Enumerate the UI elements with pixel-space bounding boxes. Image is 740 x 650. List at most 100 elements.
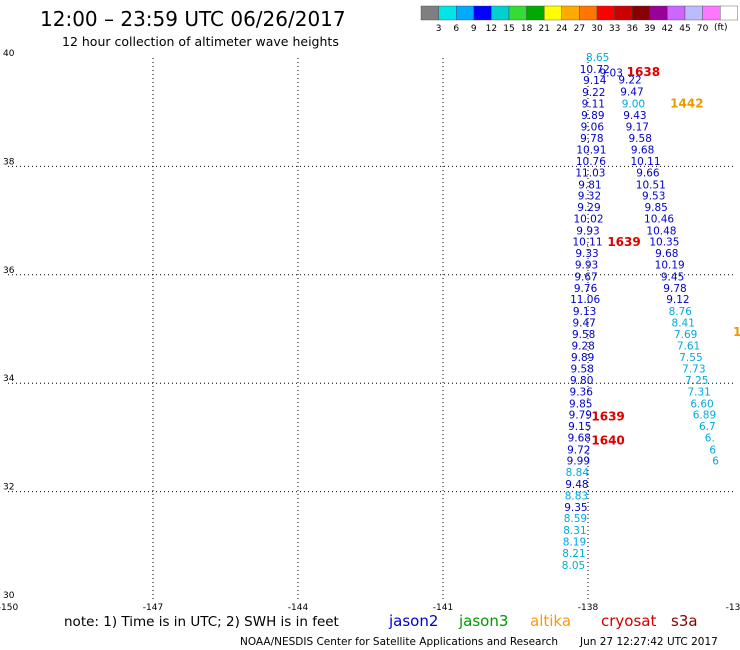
colorbar-swatch: [438, 5, 457, 21]
colorbar-tick-label: 39: [644, 24, 656, 34]
mission-legend: jason2 jason3 altika cryosat s3a: [388, 612, 698, 630]
swh-value: 9.12: [666, 294, 689, 306]
swh-value: 9.68: [655, 248, 678, 260]
mission-label-s3a: s3a: [671, 612, 698, 630]
pass-time-label: 1638: [627, 65, 660, 79]
swh-value: 9.58: [629, 133, 652, 145]
swh-value: 8.31: [563, 525, 586, 537]
swh-value: 10.11: [572, 237, 602, 249]
swh-value: 11.06: [570, 294, 600, 306]
swh-value: 10.51: [636, 179, 666, 191]
mission-label-cryosat: cryosat: [601, 612, 656, 630]
swh-value: 10.19: [655, 260, 685, 272]
colorbar-swatch: [614, 5, 633, 21]
swh-value: 9.76: [574, 283, 598, 295]
pass-time-label: 1442: [670, 96, 703, 110]
swh-value: 9.22: [582, 87, 605, 99]
colorbar-swatch: [720, 5, 739, 21]
y-tick-label: 40: [3, 49, 15, 59]
swh-value: 7.55: [679, 352, 702, 364]
x-tick-label: -144: [288, 603, 309, 613]
colorbar-tick-label: 27: [574, 24, 585, 34]
pass-time-label: 1640: [591, 434, 624, 448]
swh-value: 9.68: [568, 432, 591, 444]
swh-value: 9.58: [571, 364, 594, 376]
swh-value: 9.11: [582, 99, 605, 111]
swh-value: 9.43: [623, 110, 646, 122]
swh-value: 6.: [705, 432, 715, 444]
swh-value: 8.83: [565, 490, 588, 502]
swh-value: 9.45: [661, 271, 684, 283]
y-tick-label: 30: [3, 591, 15, 601]
colorbar-swatch: [526, 5, 545, 21]
colorbar-tick-label: 42: [662, 24, 673, 34]
colorbar-tick-label: 36: [626, 24, 638, 34]
swh-value: 10.91: [576, 145, 606, 157]
swh-value: 9.32: [578, 191, 601, 203]
swh-value: 8.05: [562, 560, 585, 572]
y-tick-label: 36: [3, 266, 15, 276]
footer-note: note: 1) Time is in UTC; 2) SWH is in fe…: [64, 614, 339, 630]
chart-title: 12:00 – 23:59 UTC 06/26/2017: [40, 7, 346, 31]
swh-value: 10.46: [644, 213, 674, 225]
swh-value: 9.03: [600, 68, 623, 80]
swh-value: 10.72: [580, 64, 610, 76]
colorbar-swatch: [702, 5, 721, 21]
swh-value: 8.19: [563, 536, 586, 548]
y-tick-label: 34: [3, 374, 15, 384]
mission-label-altika: altika: [530, 612, 571, 630]
swh-value: 9.81: [578, 179, 601, 191]
swh-value: 9.66: [636, 167, 660, 179]
colorbar-tick-label: 21: [538, 24, 549, 34]
colorbar-swatch: [596, 5, 615, 21]
colorbar-swatch: [544, 5, 563, 21]
swh-value: 9.00: [622, 99, 645, 111]
colorbar-tick-label: 15: [503, 24, 514, 34]
x-tick-label: -141: [433, 603, 453, 613]
colorbar-tick-label: 33: [609, 24, 620, 34]
swh-value: 9.36: [570, 386, 594, 398]
swh-value: 9.35: [564, 502, 587, 514]
swh-value: 7.61: [677, 340, 700, 352]
swh-value: 10.02: [573, 213, 603, 225]
y-tick-label: 38: [3, 157, 15, 167]
swh-value: 9.78: [663, 283, 686, 295]
pass-time-label: 144: [733, 325, 740, 339]
mission-label-jason2: jason2: [388, 612, 438, 630]
footer-timestamp: Jun 27 12:27:42 UTC 2017: [579, 636, 718, 648]
colorbar-tick-label: 24: [556, 24, 568, 34]
swh-value: 9.58: [572, 329, 595, 341]
swh-value: 7.25: [685, 375, 708, 387]
swh-value: 9.48: [565, 479, 588, 491]
x-tick-label: -150: [0, 603, 18, 613]
swh-value: 8.65: [586, 52, 609, 64]
swh-value: 7.69: [674, 329, 697, 341]
swh-value: 9.06: [581, 121, 605, 133]
footer-credit: NOAA/NESDIS Center for Satellite Applica…: [240, 636, 558, 648]
swh-value: 8.76: [669, 306, 693, 318]
swh-value: 9.89: [571, 352, 594, 364]
swh-value: 9.68: [631, 145, 654, 157]
colorbar-swatch: [491, 5, 510, 21]
swh-value: 9.47: [572, 317, 595, 329]
colorbar-unit: (ft): [714, 23, 728, 33]
colorbar-tick-label: 3: [436, 24, 442, 34]
swh-value: 8.84: [566, 467, 590, 479]
pass-time-labels: 1638 1442 1639 144 1639 1640: [591, 65, 740, 448]
colorbar-tick-label: 6: [453, 24, 459, 34]
colorbar-swatch: [473, 5, 492, 21]
x-tick-label: -147: [143, 603, 163, 613]
swh-value: 9.93: [575, 260, 598, 272]
swh-value: 9.80: [570, 375, 593, 387]
colorbar-tick-label: 30: [591, 24, 603, 34]
swh-value: 9.17: [626, 121, 649, 133]
colorbar-swatch: [649, 5, 668, 21]
colorbar-swatch: [667, 5, 686, 21]
colorbar-swatch: [456, 5, 475, 21]
pass-time-label: 1639: [607, 235, 640, 249]
x-tick-label: -13: [726, 603, 740, 613]
swh-value: 9.85: [569, 398, 592, 410]
colorbar-tick-label: 45: [679, 24, 690, 34]
colorbar-tick-label: 9: [471, 24, 477, 34]
colorbar-swatch: [579, 5, 598, 21]
